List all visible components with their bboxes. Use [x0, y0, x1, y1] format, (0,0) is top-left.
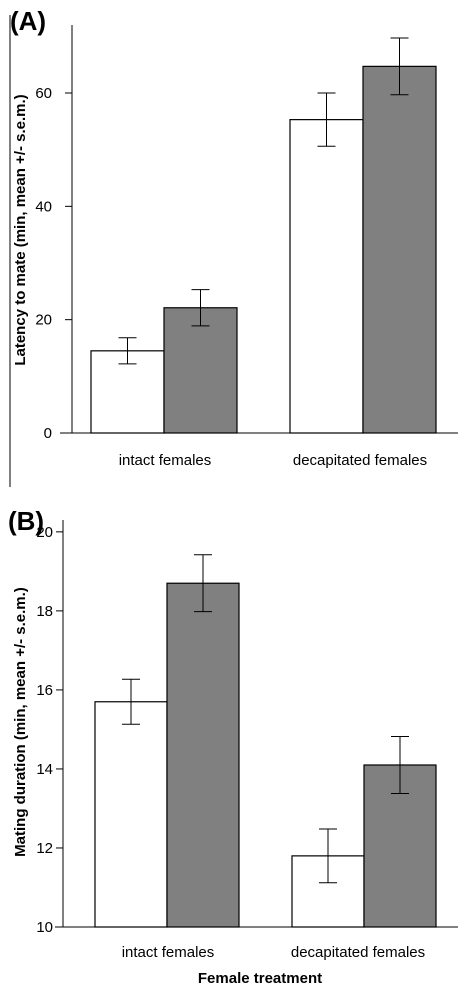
panel-b-y-tick-label: 12 [36, 840, 53, 857]
panel-b-y-tick-label: 16 [36, 682, 53, 699]
panel-b-y-tick-label: 10 [36, 919, 53, 936]
panel-a-y-tick-label: 20 [35, 312, 52, 329]
panel-a-bar [289, 119, 364, 434]
panel-a-bar [163, 307, 238, 434]
panel-a-bar [362, 65, 437, 434]
panel-a-chart: (A) 0 20 40 60 intact females decapitated f… [9, 6, 458, 487]
panel-a-y-ticks: 0 20 40 60 [35, 85, 72, 442]
panel-a-label: (A) [10, 6, 46, 36]
panel-b-bar [166, 582, 240, 928]
panel-b-bar [94, 701, 168, 928]
panel-a-y-tick-label: 60 [35, 85, 52, 102]
panel-a-bars [90, 37, 437, 434]
panel-a-category-intact: intact females [119, 452, 212, 469]
panel-a-y-tick-label: 0 [44, 425, 52, 442]
panel-a-y-tick-label: 40 [35, 198, 52, 215]
panel-b-y-tick-label: 14 [36, 761, 53, 778]
panel-b-y-tick-label: 20 [36, 524, 53, 541]
panel-b-y-axis-title: Mating duration (min, mean +/- s.e.m.) [12, 587, 29, 857]
panel-b-label: (B) [8, 506, 44, 536]
panel-a-category-decapitated: decapitated females [293, 452, 427, 469]
panel-b-y-tick-label: 18 [36, 603, 53, 620]
panel-b-x-axis-title: Female treatment [198, 970, 322, 987]
panel-b-category-intact: intact females [122, 944, 215, 961]
panel-b-category-decapitated: decapitated females [291, 944, 425, 961]
panel-a-y-axis-title: Latency to mate (min, mean +/- s.e.m.) [12, 94, 29, 365]
panel-b-chart: (B) 10 12 14 16 18 20 intact females decapita… [8, 506, 458, 987]
panel-a-bar [90, 350, 165, 434]
panel-b-y-ticks: 10 12 14 16 18 20 [36, 524, 63, 936]
panel-b-bars [94, 554, 437, 928]
